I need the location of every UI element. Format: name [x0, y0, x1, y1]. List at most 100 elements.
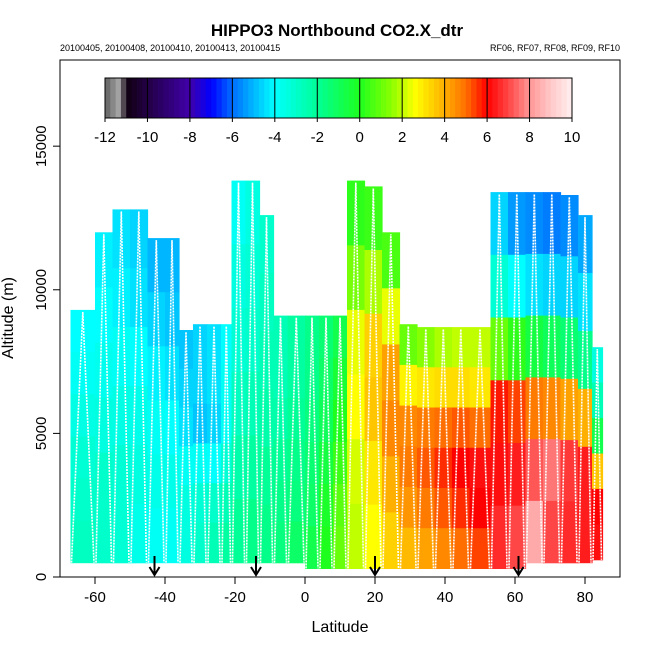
- y-axis-label: Altitude (m): [0, 277, 17, 359]
- heatmap-cell: [333, 399, 348, 443]
- heatmap-cell: [399, 405, 418, 447]
- flight-track: [165, 240, 179, 563]
- heatmap-cell: [578, 388, 593, 448]
- colorbar-segment: [497, 78, 504, 118]
- heatmap-cell: [193, 443, 208, 484]
- heatmap-cell: [543, 315, 562, 378]
- colorbar-segment: [216, 78, 223, 118]
- heatmap-cell: [592, 453, 604, 490]
- colorbar-segment: [158, 78, 164, 118]
- heatmap-cell: [525, 500, 544, 564]
- heatmap-cell: [193, 324, 208, 365]
- x-tick-label: 60: [507, 589, 524, 606]
- colorbar-segment: [455, 78, 461, 118]
- heatmap-cell: [231, 244, 247, 309]
- heatmap-cell: [543, 253, 562, 317]
- colorbar-segment: [444, 78, 451, 118]
- heatmap-cell: [147, 292, 166, 347]
- flight-track: [207, 326, 221, 563]
- colorbar-segment: [179, 78, 186, 118]
- colorbar-segment: [163, 78, 170, 118]
- heatmap-cell: [207, 364, 222, 405]
- flight-track: [592, 349, 603, 560]
- heatmap-cell: [70, 520, 96, 564]
- colorbar-segment: [173, 78, 180, 118]
- colorbar-segment: [460, 78, 467, 118]
- heatmap-cell: [95, 287, 114, 344]
- latitude-arrows: [148, 556, 525, 577]
- heatmap-cell: [333, 357, 348, 401]
- heatmap-cell: [469, 407, 492, 449]
- heatmap-cell: [319, 442, 334, 485]
- heatmap-cell: [70, 436, 96, 479]
- heatmap-cell: [592, 488, 604, 525]
- heatmap-cell: [221, 324, 233, 365]
- colorbar-segment: [481, 78, 488, 118]
- colorbar-segment: [370, 78, 377, 118]
- colorbar-segment: [396, 78, 403, 118]
- colorbar-segment: [227, 78, 233, 118]
- heatmap-cell: [417, 447, 436, 489]
- heatmap-cell: [382, 344, 401, 401]
- heatmap-cell: [434, 327, 453, 368]
- heatmap-cell: [207, 522, 222, 564]
- heatmap-cell: [147, 238, 166, 293]
- flight-track: [221, 326, 232, 563]
- heatmap-cell: [452, 528, 471, 569]
- flight-track: [273, 317, 288, 563]
- heatmap-cell: [417, 367, 436, 409]
- heatmap-cell: [245, 244, 261, 309]
- heatmap-cell: [95, 397, 114, 454]
- heatmap-cell: [245, 371, 261, 436]
- x-tick-label: 20: [367, 589, 384, 606]
- heatmap-cell: [560, 501, 579, 564]
- heatmap-cell: [165, 400, 180, 456]
- flight-track: [469, 329, 491, 569]
- flight-track-lines: [70, 182, 603, 569]
- colorbar-segment: [152, 78, 159, 118]
- flight-track: [319, 317, 333, 569]
- heatmap-cell: [305, 399, 320, 443]
- y-tick-label: 10000: [33, 269, 50, 311]
- heatmap-cell: [347, 180, 366, 246]
- colorbar-tick-label: 8: [525, 129, 533, 146]
- colorbar-segment: [205, 78, 212, 118]
- flight-track: [305, 317, 319, 569]
- flight-track: [259, 217, 274, 563]
- colorbar-segment: [386, 78, 392, 118]
- heatmap-cell: [399, 324, 418, 366]
- colorbar-segment: [503, 78, 509, 118]
- heatmap-cell: [399, 446, 418, 488]
- heatmap-cell: [452, 367, 471, 409]
- heatmap-cell: [130, 503, 149, 564]
- heatmap-cell: [207, 403, 222, 444]
- flight-track: [399, 326, 417, 569]
- x-tick-label: 0: [301, 589, 309, 606]
- heatmap-cell: [273, 398, 289, 440]
- colorbar-segment: [306, 78, 313, 118]
- colorbar-segment: [248, 78, 254, 118]
- colorbar-segment: [221, 78, 228, 118]
- heatmap-cell: [333, 484, 348, 527]
- heatmap-cell: [452, 407, 471, 449]
- flight-track: [333, 317, 347, 569]
- x-tick-label: 80: [577, 589, 594, 606]
- heatmap-cell: [193, 403, 208, 444]
- colorbar-segment: [476, 78, 483, 118]
- latitude-arrow: [148, 556, 161, 577]
- heatmap-cell: [543, 377, 562, 440]
- flight-track: [452, 329, 470, 569]
- heatmap-cell: [319, 484, 334, 527]
- colorbar-segment: [540, 78, 546, 118]
- heatmap-cell: [287, 439, 306, 481]
- colorbar-segment: [126, 78, 132, 118]
- heatmap-cell: [221, 403, 233, 444]
- colorbar-tick-label: -2: [311, 129, 324, 146]
- heatmap-cell: [469, 447, 492, 489]
- heatmap-cell: [273, 356, 289, 399]
- latitude-arrow: [250, 556, 262, 577]
- colorbar-segment: [110, 78, 117, 118]
- heatmap-cell: [347, 503, 366, 569]
- colorbar-segment: [317, 78, 323, 118]
- colorbar-segment: [428, 78, 435, 118]
